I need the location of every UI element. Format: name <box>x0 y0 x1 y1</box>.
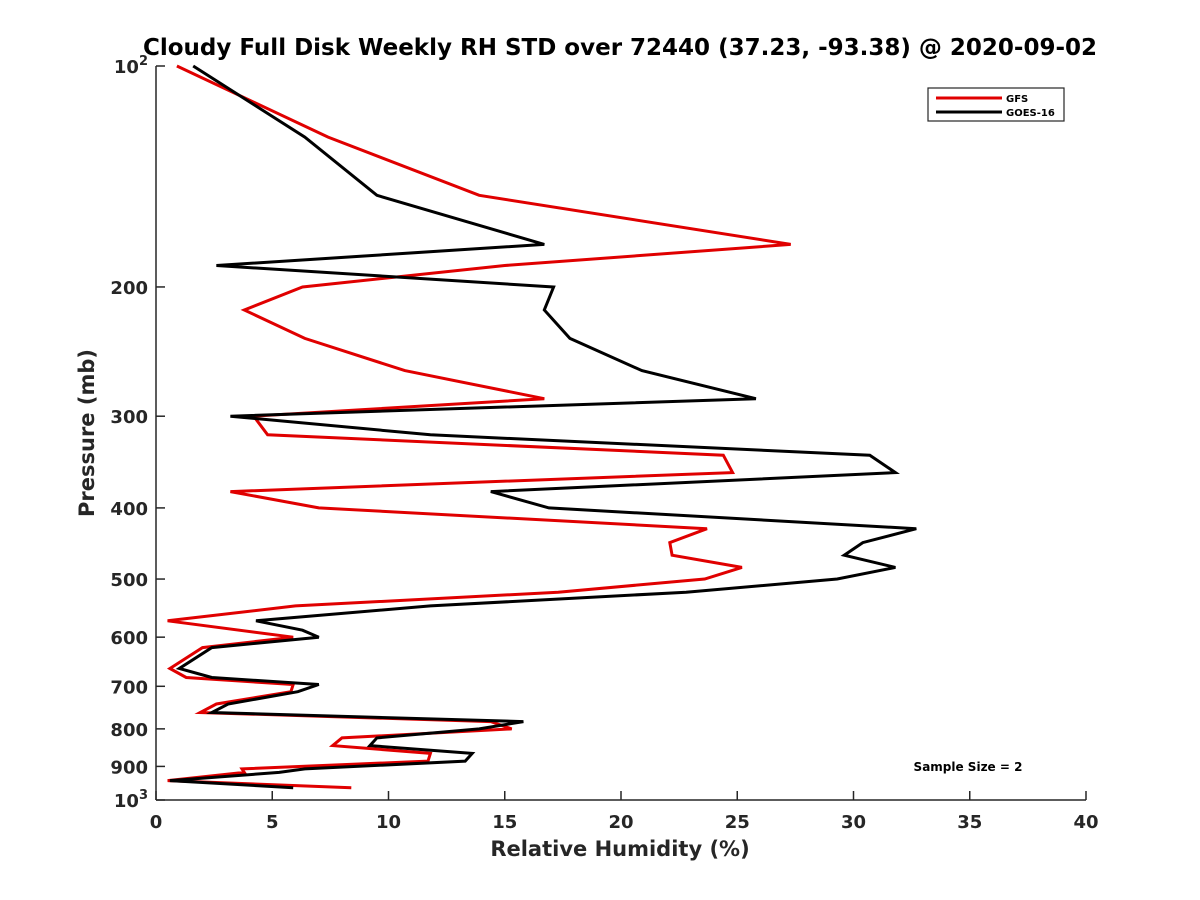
y-tick-label: 500 <box>110 570 148 591</box>
x-tick-label: 30 <box>841 812 866 833</box>
x-tick-label: 15 <box>492 812 517 833</box>
y-axis-label: Pressure (mb) <box>75 349 99 517</box>
legend-entry-label: GOES-16 <box>1006 108 1055 119</box>
legend-entry-label: GFS <box>1006 94 1028 105</box>
y-tick-label: 600 <box>110 628 148 649</box>
series-layer <box>166 64 917 790</box>
x-axis-label: Relative Humidity (%) <box>490 837 749 861</box>
legend-box <box>927 87 1065 122</box>
x-tick-label: 35 <box>957 812 982 833</box>
y-tick-label: 700 <box>110 677 148 698</box>
x-tick-label: 25 <box>725 812 750 833</box>
sample-size-annotation: Sample Size = 2 <box>914 760 1023 774</box>
y-tick-label: 103 <box>114 788 148 812</box>
series-line-goes-16 <box>169 64 917 790</box>
x-tick-label: 20 <box>608 812 633 833</box>
y-tick-label: 900 <box>110 757 148 778</box>
y-tick-label: 800 <box>110 720 148 741</box>
x-tick-label: 40 <box>1073 812 1098 833</box>
x-tick-label: 5 <box>266 812 279 833</box>
x-tick-label: 0 <box>150 812 163 833</box>
y-tick-label: 102 <box>114 54 148 78</box>
y-tick-label: 300 <box>110 407 148 428</box>
series-line-gfs <box>166 64 791 790</box>
axes-layer: 0 5 10 15 20 25 30 35 40 102 200 300 400 500 600 700 800… <box>110 54 1098 833</box>
x-tick-label: 10 <box>376 812 401 833</box>
chart-title: Cloudy Full Disk Weekly RH STD over 7244… <box>143 35 1097 61</box>
y-tick-label: 200 <box>110 278 148 299</box>
legend: GFS GOES-16 <box>927 87 1065 122</box>
y-tick-label: 400 <box>110 499 148 520</box>
